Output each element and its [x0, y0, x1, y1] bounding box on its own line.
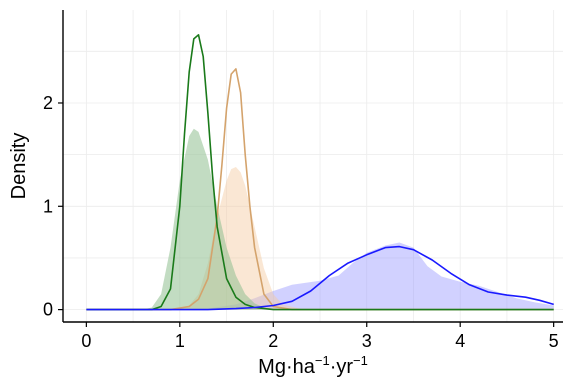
y-tick-label: 2: [43, 93, 53, 113]
y-tick-label: 0: [43, 300, 53, 320]
filled-density-areas: [86, 128, 554, 310]
density-area-1: [86, 242, 554, 310]
x-tick-label: 4: [455, 331, 465, 351]
x-tick-label: 0: [81, 331, 91, 351]
plot-area: [63, 10, 563, 322]
density-lines: [86, 34, 554, 311]
density-line-6: [86, 245, 554, 311]
density-area-3: [86, 128, 554, 310]
x-tick-label: 5: [549, 331, 559, 351]
x-tick-label: 3: [362, 331, 372, 351]
y-axis-ticks: 0 1 2: [43, 93, 63, 320]
x-tick-label: 1: [175, 331, 185, 351]
y-axis-title: Density: [8, 133, 30, 200]
x-axis-title: Mg·ha−1·yr−1: [258, 353, 368, 378]
x-tick-label: 2: [268, 331, 278, 351]
density-line-4: [86, 68, 554, 311]
density-line-5: [86, 34, 554, 311]
x-axis-ticks: 0 1 2 3 4 5: [81, 322, 559, 351]
y-tick-label: 1: [43, 196, 53, 216]
